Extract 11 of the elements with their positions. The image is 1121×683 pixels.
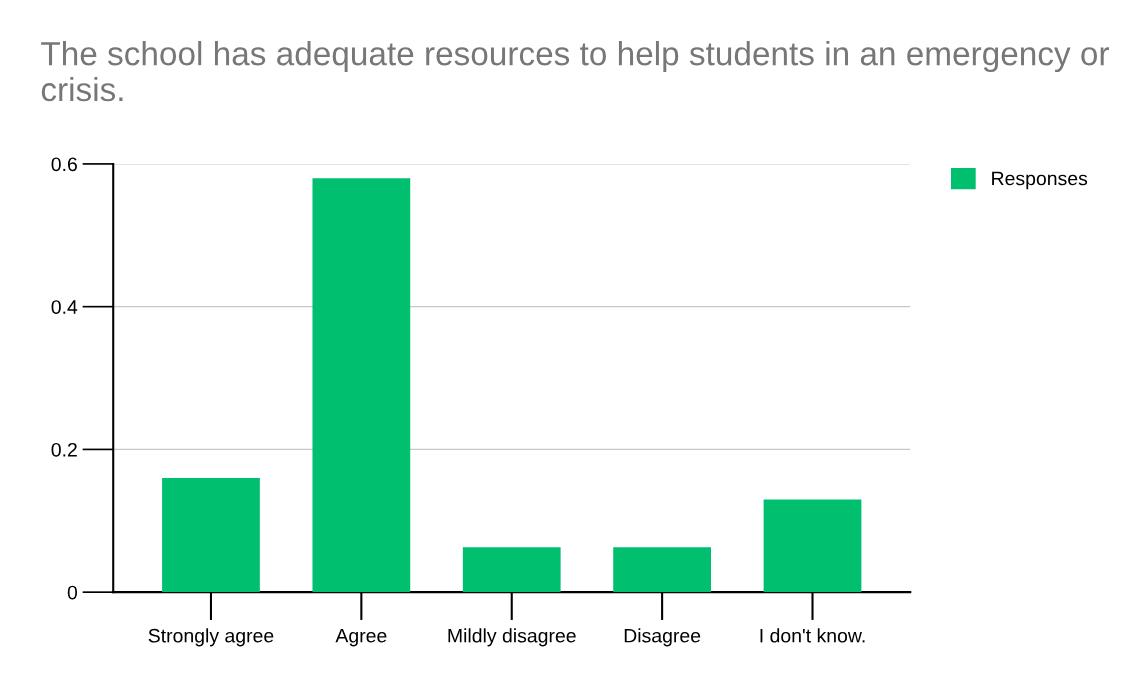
y-tick-label: 0.2	[51, 442, 77, 457]
x-tick-label: Disagree	[624, 628, 701, 647]
chart-title: The school has adequate resources to help students in an emergency or crisis.	[41, 40, 1109, 102]
x-tick-label: Agree	[335, 628, 387, 647]
legend-label: Responses	[992, 171, 1088, 190]
x-tick-label: I don't know.	[760, 628, 865, 643]
y-tick-label: 0	[67, 585, 78, 600]
x-tick-label: Mildly disagree	[448, 628, 576, 647]
x-tick-label: Strongly agree	[148, 628, 274, 647]
y-tick-label: 0.6	[51, 157, 77, 172]
y-tick-label: 0.4	[51, 300, 78, 314]
